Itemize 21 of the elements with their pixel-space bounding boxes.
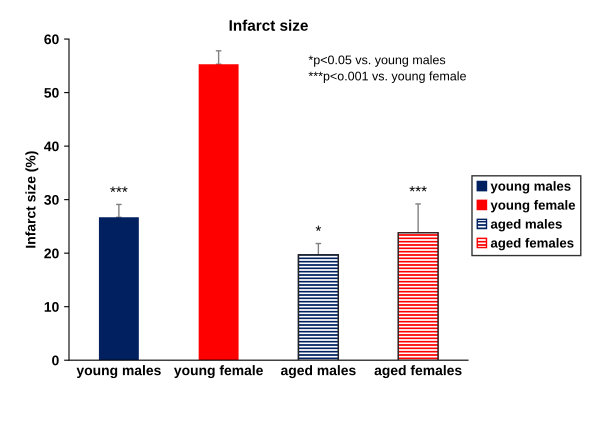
chart-title: Infarct size: [230, 20, 308, 31]
y-axis-title: Infarct size (%): [25, 151, 38, 248]
annotation: ***: [110, 186, 128, 192]
y-tick-label: 30: [44, 194, 59, 205]
legend-label: aged males: [490, 218, 562, 232]
x-tick-label: aged females: [374, 365, 462, 378]
y-tick-label: 40: [44, 141, 59, 152]
y-tick-label: 50: [44, 88, 59, 98]
x-tick-label: young female: [174, 365, 263, 378]
annotation: *p<0.05 vs. young males ***p<o.001 vs. young female: [308, 55, 466, 83]
y-tick-label: 0: [52, 356, 59, 366]
x-tick-label: aged males: [280, 365, 356, 378]
legend-label: aged females: [490, 238, 574, 250]
annotation: ***: [409, 186, 427, 192]
legend-label: young males: [490, 181, 571, 194]
y-tick-label: 60: [44, 34, 59, 44]
annotation: *: [316, 226, 322, 232]
x-tick-label: young males: [76, 365, 161, 378]
y-tick-label: 10: [44, 302, 59, 312]
y-tick-label: 20: [44, 248, 59, 258]
legend-label: young female: [490, 200, 576, 212]
